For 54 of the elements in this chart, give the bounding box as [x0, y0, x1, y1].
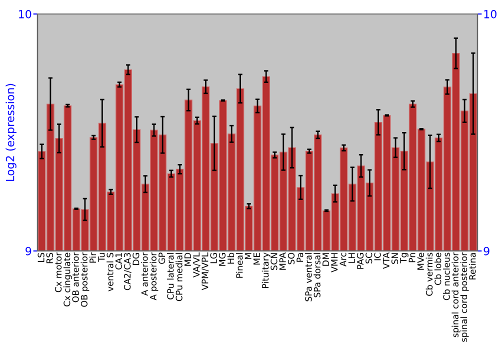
y-axis-title: Log2 (expression) [6, 84, 16, 181]
x-tick-label: ME [254, 252, 260, 265]
y2-tick-label: 10 [484, 10, 496, 18]
x-tick-label: Retina [468, 253, 476, 280]
x-tick-label: Pir [89, 252, 96, 263]
x-tick-label: Tu [98, 253, 105, 262]
x-tick-label: ventral S [106, 252, 114, 292]
x-tick-label: GP [158, 252, 166, 264]
x-tick-label: MG [218, 253, 226, 266]
x-tick-label: OB posterior [80, 252, 90, 307]
x-tick-label: DG [132, 253, 140, 265]
x-tick-label: Pn [408, 253, 416, 262]
x-tick-label: spinal cord anterior [452, 252, 460, 338]
x-tick-label: CA2/CA3 [124, 253, 132, 290]
x-tick-label: Cb vermis [426, 252, 433, 296]
x-tick-label: VPM/VPL [202, 252, 209, 290]
x-tick-label: Hb [227, 252, 234, 264]
x-tick-label: OB anterior [72, 252, 79, 302]
x-tick-label: RS [46, 252, 53, 264]
x-tick-label: MVe [417, 252, 424, 270]
x-tick-label: M [244, 253, 252, 260]
x-tick-label: LS [38, 252, 44, 262]
x-tick-label: IC [374, 252, 381, 260]
x-tick-label: A posterior [150, 252, 158, 300]
x-tick-label: Arc [340, 252, 346, 266]
x-tick-label: spinal cord posterior [460, 252, 469, 342]
x-tick-label: SPa ventral [305, 253, 312, 302]
x-tick-label: MD [184, 252, 191, 266]
x-tick-label: Cx motor [54, 252, 62, 292]
x-tick-label: SO [288, 252, 295, 264]
x-tick-label: Pineal [236, 253, 243, 278]
x-tick-label: A anterior [141, 252, 148, 296]
x-tick-label: VA/VL [193, 252, 200, 278]
x-tick-label: Pituitary [262, 252, 270, 288]
x-tick-label: SCN [270, 253, 278, 270]
x-tick-label: MPA [279, 252, 286, 270]
x-tick-label: VTA [382, 252, 390, 269]
x-tick-label: VMH [331, 253, 338, 272]
y2-tick-label: 9 [484, 246, 490, 256]
x-tick-label: PAG [356, 253, 364, 269]
x-tick-label: Cx cingulate [63, 252, 72, 306]
x-tick-label: SC [366, 252, 372, 264]
x-tick-label: CPu medial [176, 253, 182, 302]
x-tick-label: CPu lateral [166, 253, 174, 300]
x-tick-label: Cb nucleus [443, 252, 450, 300]
x-tick-label: LG [210, 253, 217, 264]
x-tick-label: SN [391, 253, 398, 264]
x-tick-label: Pa [296, 253, 304, 262]
x-tick-label: Tg [400, 253, 408, 264]
x-tick-label: Cb lobe [434, 252, 442, 286]
x-tick-label: CA1 [115, 253, 122, 270]
x-tick-label: SPa dorsal [314, 253, 320, 298]
x-tick-label: DM [322, 253, 329, 266]
x-tick-label: LH [348, 253, 355, 263]
